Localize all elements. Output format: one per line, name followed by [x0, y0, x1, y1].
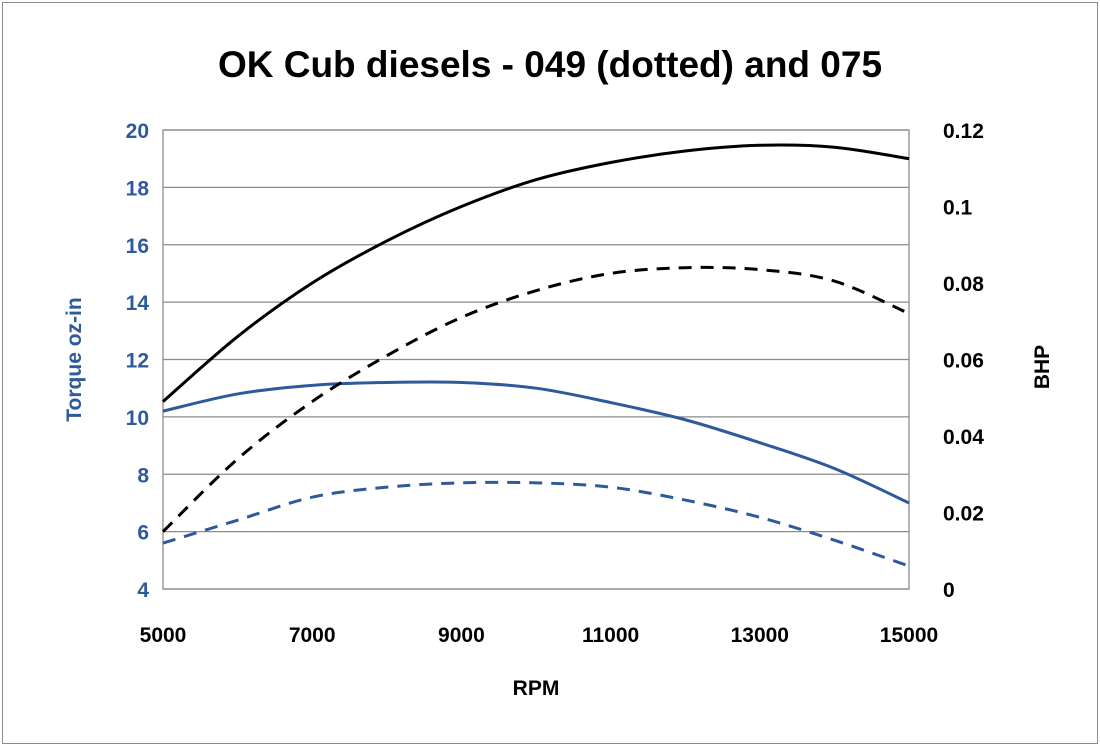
- x-tick-label-2: 9000: [438, 624, 485, 647]
- y2-tick-label-2: 0.04: [943, 426, 984, 449]
- x-tick-label-0: 5000: [140, 624, 187, 647]
- y-tick-label-8: 20: [126, 120, 149, 143]
- x-tick-label-3: 11000: [582, 624, 639, 647]
- y-tick-label-2: 8: [137, 464, 149, 487]
- y2-tick-label-3: 0.06: [943, 350, 984, 373]
- series-layer: [161, 143, 910, 568]
- y2-tick-label-0: 0: [943, 579, 955, 602]
- x-axis-ticks: 5000 7000 9000 11000 13000 15000: [140, 624, 939, 647]
- grid-lines: [163, 129, 909, 590]
- torque-solid-line: [162, 380, 910, 505]
- x-axis-label: RPM: [513, 677, 560, 700]
- x-tick-label-5: 15000: [880, 624, 938, 647]
- y-tick-label-6: 16: [126, 235, 149, 258]
- y-tick-label-1: 6: [137, 522, 149, 545]
- plot-area: [162, 129, 910, 590]
- chart-svg: OK Cub diesels - 049 (dotted) and 075 50…: [63, 44, 1054, 700]
- y-tick-label-5: 14: [126, 292, 150, 315]
- y-tick-label-3: 10: [126, 407, 149, 430]
- y2-tick-label-5: 0.1: [943, 197, 973, 220]
- bhp-dashed-line: [161, 265, 910, 533]
- y2-axis-label: BHP: [1031, 345, 1054, 389]
- x-tick-label-4: 13000: [731, 624, 789, 647]
- y2-tick-label-6: 0.12: [943, 120, 984, 143]
- x-tick-label-1: 7000: [289, 624, 336, 647]
- y2-tick-label-1: 0.02: [943, 503, 984, 526]
- y-tick-label-0: 4: [137, 579, 149, 602]
- bhp-solid-line: [162, 143, 910, 403]
- y-axis-label: Torque oz-in: [63, 297, 86, 421]
- chart-title: OK Cub diesels - 049 (dotted) and 075: [218, 44, 882, 85]
- y2-tick-label-4: 0.08: [943, 273, 984, 296]
- y-tick-label-4: 12: [126, 350, 149, 373]
- y-tick-label-7: 18: [126, 177, 150, 200]
- y-axis-ticks: 4 6 8 10 12 14 16 18 20: [126, 120, 150, 602]
- torque-dashed-line: [162, 480, 910, 568]
- y2-axis-ticks: 0 0.02 0.04 0.06 0.08 0.1 0.12: [943, 120, 984, 602]
